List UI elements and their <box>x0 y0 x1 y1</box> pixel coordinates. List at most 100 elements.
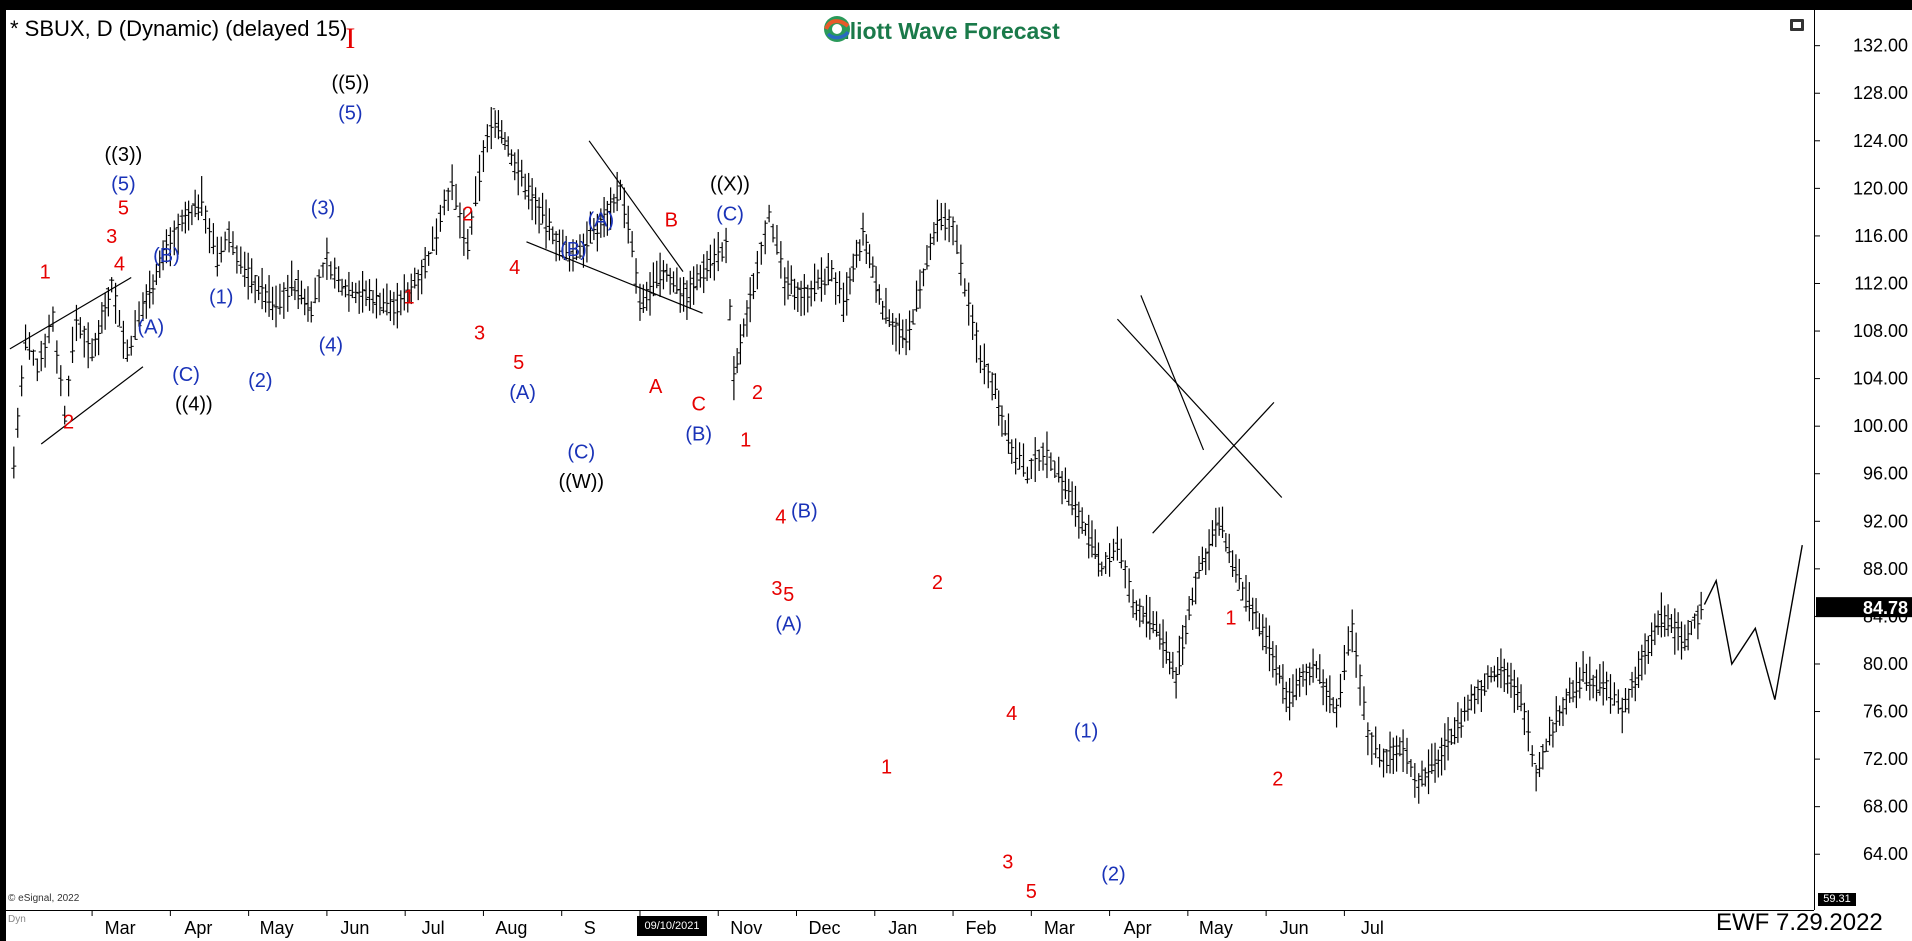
ohlc-bar <box>42 333 48 368</box>
ohlc-bar <box>1583 663 1589 691</box>
ohlc-bar <box>1472 686 1478 714</box>
ohlc-bar <box>380 288 386 314</box>
ohlc-bar <box>1103 551 1109 575</box>
ohlc-bar <box>1695 605 1701 640</box>
ohlc-bar <box>1086 514 1092 559</box>
wave-label: (A) <box>588 209 615 231</box>
ohlc-bar <box>1604 671 1610 701</box>
ohlc-bar <box>377 292 383 316</box>
ohlc-bar <box>70 326 76 363</box>
wave-label: 5 <box>118 198 129 220</box>
ohlc-bar <box>883 287 889 324</box>
ohlc-bar <box>1458 708 1464 738</box>
ohlc-bar <box>457 202 463 239</box>
ohlc-bar <box>1313 660 1319 679</box>
crosshair-date-label: 09/10/2021 <box>637 916 707 936</box>
ohlc-bar <box>1498 648 1504 689</box>
ohlc-bar <box>1369 732 1375 765</box>
ohlc-bar <box>1540 744 1546 770</box>
ohlc-bar <box>367 279 373 311</box>
price-tick-label: 112.00 <box>1854 273 1908 293</box>
ohlc-bar <box>441 189 447 216</box>
ohlc-bar <box>339 278 345 296</box>
price-chart[interactable]: ((3))(5)53412(A)(B)(C)((4))(1)(2)(3)(4)I… <box>6 10 1814 910</box>
ohlc-bar <box>408 273 414 305</box>
ohlc-bar <box>962 278 968 297</box>
ohlc-bar <box>903 318 909 356</box>
ohlc-bar <box>533 187 539 225</box>
ohlc-bar <box>711 238 717 281</box>
ohlc-bar <box>175 213 181 255</box>
ohlc-bar <box>1028 458 1034 480</box>
ohlc-bar <box>54 340 60 374</box>
ohlc-bar <box>1537 752 1543 778</box>
ohlc-bar <box>798 280 804 317</box>
ohlc-bar <box>1072 485 1078 527</box>
ohlc-bar <box>502 132 508 150</box>
ohlc-bar <box>252 274 258 304</box>
ohlc-bar <box>847 267 853 295</box>
ohlc-bar <box>259 267 265 310</box>
ohlc-bar <box>1567 677 1573 703</box>
ohlc-bar <box>412 267 418 289</box>
plot-area[interactable]: ((3)) (5) 5 3 4 1 2 (A) (B) (C) ((4)) (1) (2) (3) (4) I… <box>6 10 1814 910</box>
dyn-label[interactable]: Dyn <box>8 914 26 925</box>
ohlc-bar <box>302 288 308 316</box>
price-tick-label: 72.00 <box>1863 749 1908 769</box>
ohlc-bar <box>1186 596 1192 621</box>
ohlc-bar <box>1130 589 1136 618</box>
wave-label: 5 <box>513 352 524 374</box>
ohlc-bar <box>1253 598 1259 629</box>
time-axis[interactable]: MarAprMayJunJulAugSOctNovDecJanFebMarApr… <box>6 910 1814 941</box>
ohlc-bar <box>1439 737 1445 776</box>
ohlc-bar <box>778 241 784 279</box>
ohlc-bar <box>1468 684 1474 711</box>
ohlc-bar <box>234 245 240 274</box>
ohlc-bar <box>1062 467 1068 500</box>
ohlc-bar <box>829 260 835 282</box>
ohlc-bar <box>1209 520 1215 547</box>
ohlc-bar <box>1320 669 1326 706</box>
ohlc-bar <box>1626 688 1632 714</box>
ohlc-bar <box>1160 619 1166 668</box>
ohlc-bar <box>758 241 764 265</box>
ohlc-bar <box>58 365 64 397</box>
ohlc-bar <box>1361 686 1367 721</box>
ohlc-bar <box>38 340 44 372</box>
ohlc-bar <box>1408 759 1414 777</box>
ohlc-bar <box>604 200 610 236</box>
wave-label: I <box>345 22 355 55</box>
time-tick-label: Nov <box>730 918 762 938</box>
ohlc-bar <box>349 281 355 299</box>
ohlc-bar <box>1020 443 1026 477</box>
wave-label: 4 <box>775 507 786 529</box>
ohlc-bar <box>1089 520 1095 558</box>
ohlc-bar <box>942 202 948 241</box>
ohlc-bar <box>89 338 95 362</box>
ohlc-bar <box>1698 591 1704 620</box>
ohlc-bar <box>405 282 411 313</box>
wave-label: 1 <box>881 756 892 778</box>
ohlc-bar <box>584 221 590 263</box>
brand-logo: Elliott Wave Forecast <box>822 14 1060 48</box>
ohlc-bar <box>985 363 991 389</box>
price-axis[interactable]: 132.00 128.00 124.00 120.00 116.00 112.00 108.… <box>1814 10 1912 910</box>
ohlc-bar <box>132 310 138 340</box>
ohlc-bar <box>515 149 521 196</box>
ohlc-bar <box>19 365 25 397</box>
wave-label: (A) <box>509 382 536 404</box>
wave-label: (C) <box>172 364 200 386</box>
ohlc-bar <box>1615 689 1621 714</box>
ohlc-bar <box>629 231 635 258</box>
ohlc-bar <box>384 283 390 316</box>
ohlc-bar <box>707 244 713 279</box>
ohlc-bar <box>480 140 486 173</box>
ohlc-bar <box>697 264 703 288</box>
ohlc-bar <box>938 202 944 231</box>
ohlc-bar <box>792 278 798 310</box>
ohlc-bar <box>116 310 122 328</box>
window-restore-icon[interactable] <box>1790 19 1804 31</box>
ohlc-bar <box>484 124 490 153</box>
ohlc-bar <box>1353 632 1359 678</box>
ohlc-bar <box>684 280 690 320</box>
